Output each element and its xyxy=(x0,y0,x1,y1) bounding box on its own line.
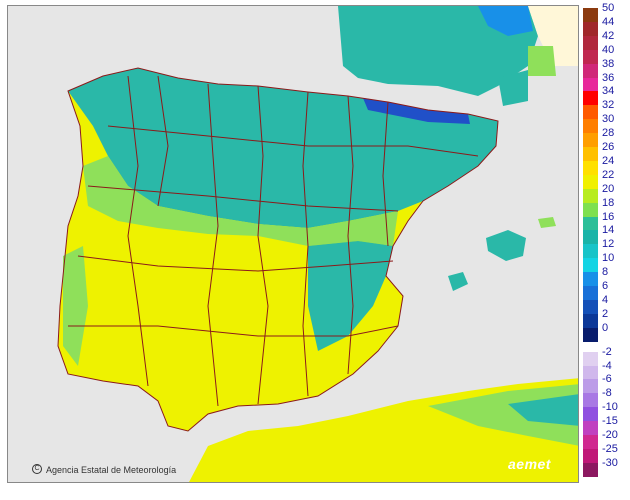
legend-swatch xyxy=(583,435,598,449)
aemet-logo: aemet xyxy=(508,456,551,472)
corsica-area xyxy=(528,46,556,76)
legend-label: -8 xyxy=(602,387,612,400)
alps-region xyxy=(478,6,533,36)
legend-label: 2 xyxy=(602,307,609,320)
legend-swatch xyxy=(583,202,598,217)
legend-swatch xyxy=(583,327,598,342)
france-region xyxy=(338,6,538,96)
legend-swatch xyxy=(583,91,598,106)
legend-label: 12 xyxy=(602,238,615,251)
legend-label: 26 xyxy=(602,141,615,153)
legend-label: 8 xyxy=(602,266,609,279)
legend-swatch xyxy=(583,351,598,366)
copyright-icon: C xyxy=(32,464,42,474)
legend-label: 40 xyxy=(602,43,615,56)
atlas-zone xyxy=(508,394,578,426)
legend-swatch xyxy=(583,119,598,134)
temperature-map xyxy=(7,5,579,483)
legend-label: 42 xyxy=(602,29,615,42)
province-borders xyxy=(57,67,499,432)
legend-swatch xyxy=(583,147,598,161)
legend-swatch xyxy=(583,299,598,314)
legend-label: -15 xyxy=(602,415,618,428)
legend-label: 14 xyxy=(602,224,615,237)
legend-swatch xyxy=(583,188,598,203)
legend-swatch xyxy=(583,105,598,120)
legend-label: 34 xyxy=(602,85,615,98)
coast-region xyxy=(498,70,528,106)
legend-swatch xyxy=(583,174,598,189)
legend-label: 28 xyxy=(602,127,615,140)
legend-label: 38 xyxy=(602,57,615,70)
legend-swatch xyxy=(583,393,598,408)
legend-label: -30 xyxy=(602,456,618,469)
balearic-mallorca xyxy=(486,230,526,261)
balearic-menorca xyxy=(538,217,556,228)
eastern-inland-zone xyxy=(308,241,393,351)
legend-swatch xyxy=(583,49,598,64)
legend-swatch xyxy=(583,21,598,36)
legend-label: -2 xyxy=(602,345,612,358)
legend-label: 30 xyxy=(602,113,615,126)
legend-label: 6 xyxy=(602,280,609,292)
legend-swatch xyxy=(583,133,598,148)
map-canvas xyxy=(8,6,578,482)
legend-swatch xyxy=(583,286,598,300)
outside-area xyxy=(528,6,578,66)
legend-swatch xyxy=(583,379,598,394)
legend-swatch xyxy=(583,35,598,50)
legend-swatch xyxy=(583,407,598,422)
pyrenees-zone xyxy=(363,98,470,124)
legend-label: 4 xyxy=(602,293,609,306)
legend-label: 36 xyxy=(602,71,615,84)
legend-swatch xyxy=(583,230,598,245)
legend-swatch xyxy=(583,63,598,78)
balearic-ibiza xyxy=(448,272,468,291)
legend-label: 24 xyxy=(602,154,615,167)
legend-label: 44 xyxy=(602,15,615,28)
legend-swatch xyxy=(583,8,598,22)
legend-label: 18 xyxy=(602,196,615,209)
legend-label: -10 xyxy=(602,401,618,414)
legend-label: -6 xyxy=(602,373,612,386)
legend-swatch xyxy=(583,365,598,380)
legend-label: -20 xyxy=(602,429,618,441)
legend-label: 0 xyxy=(602,321,609,334)
legend-label: 50 xyxy=(602,2,615,14)
legend-swatch xyxy=(583,272,598,287)
legend-label: 10 xyxy=(602,252,615,265)
legend-label: -4 xyxy=(602,359,612,372)
legend-swatch xyxy=(583,216,598,231)
temperature-legend: 50 44 42 40 38 36 34 32 30 28 26 24 22 20 18 16 14 12 10 8 6… xyxy=(582,3,628,488)
legend-swatch xyxy=(583,448,598,463)
transition-zone xyxy=(83,156,398,246)
legend-swatch xyxy=(583,244,598,259)
western-coast-zone xyxy=(63,246,88,366)
legend-swatch xyxy=(583,462,598,477)
legend-swatch xyxy=(583,160,598,175)
legend-label: 22 xyxy=(602,168,615,181)
legend-label: -25 xyxy=(602,442,618,455)
legend-swatch xyxy=(583,258,598,273)
credit-text: Agencia Estatal de Meteorología xyxy=(46,465,177,475)
legend-swatch xyxy=(583,77,598,92)
legend-swatch xyxy=(583,313,598,328)
legend-label: 16 xyxy=(602,210,615,223)
legend-label: 20 xyxy=(602,182,615,195)
legend-swatch xyxy=(583,421,598,436)
legend-label: 32 xyxy=(602,99,615,112)
